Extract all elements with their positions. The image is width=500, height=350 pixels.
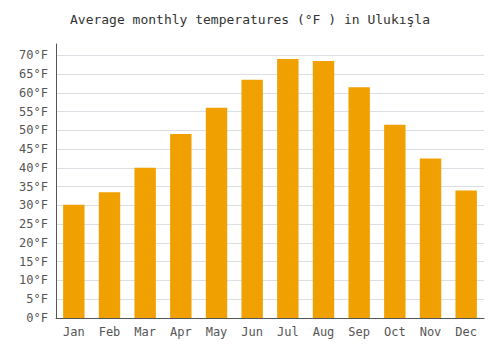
svg-text:65°F: 65°F (19, 67, 48, 81)
svg-text:35°F: 35°F (19, 180, 48, 194)
svg-text:Apr: Apr (170, 325, 192, 339)
svg-text:45°F: 45°F (19, 142, 48, 156)
svg-text:5°F: 5°F (26, 292, 48, 306)
svg-text:Dec: Dec (455, 325, 477, 339)
svg-text:20°F: 20°F (19, 236, 48, 250)
svg-text:40°F: 40°F (19, 161, 48, 175)
svg-text:10°F: 10°F (19, 273, 48, 287)
svg-text:May: May (206, 325, 228, 339)
svg-text:60°F: 60°F (19, 86, 48, 100)
svg-text:Sep: Sep (348, 325, 370, 339)
svg-text:0°F: 0°F (26, 311, 48, 325)
svg-text:55°F: 55°F (19, 105, 48, 119)
svg-text:Average monthly temperatures (: Average monthly temperatures (°F ) in Ul… (70, 12, 430, 27)
svg-text:Oct: Oct (384, 325, 406, 339)
svg-text:Nov: Nov (420, 325, 442, 339)
svg-text:50°F: 50°F (19, 123, 48, 137)
svg-text:Aug: Aug (313, 325, 335, 339)
svg-text:Feb: Feb (99, 325, 121, 339)
svg-text:Jun: Jun (241, 325, 263, 339)
svg-text:Jan: Jan (63, 325, 85, 339)
svg-text:30°F: 30°F (19, 198, 48, 212)
svg-text:25°F: 25°F (19, 217, 48, 231)
svg-text:15°F: 15°F (19, 255, 48, 269)
svg-text:Jul: Jul (277, 325, 299, 339)
svg-text:70°F: 70°F (19, 48, 48, 62)
svg-text:Mar: Mar (134, 325, 156, 339)
